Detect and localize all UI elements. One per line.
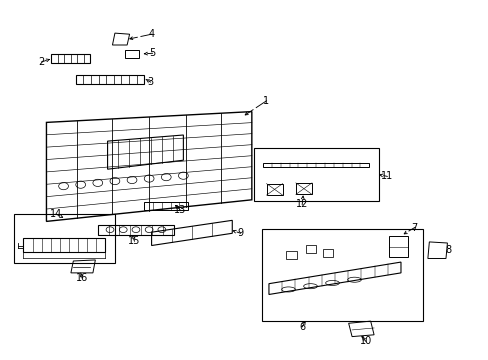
Text: 12: 12	[295, 199, 308, 210]
Text: 5: 5	[149, 48, 155, 58]
Text: 3: 3	[147, 77, 153, 87]
Text: 6: 6	[299, 322, 305, 332]
Text: 7: 7	[411, 222, 417, 233]
Text: 4: 4	[148, 29, 154, 39]
Text: 1: 1	[263, 96, 269, 106]
Text: 2: 2	[39, 57, 44, 67]
Bar	[261, 229, 422, 321]
Text: 13: 13	[173, 204, 186, 215]
Bar	[254, 148, 378, 201]
Text: 8: 8	[445, 245, 451, 255]
Text: 14: 14	[50, 209, 62, 219]
Text: 15: 15	[128, 236, 141, 246]
Bar	[14, 214, 115, 263]
Text: 16: 16	[76, 273, 88, 283]
Text: 9: 9	[237, 228, 243, 238]
Text: 10: 10	[359, 336, 371, 346]
Text: 11: 11	[380, 171, 393, 181]
